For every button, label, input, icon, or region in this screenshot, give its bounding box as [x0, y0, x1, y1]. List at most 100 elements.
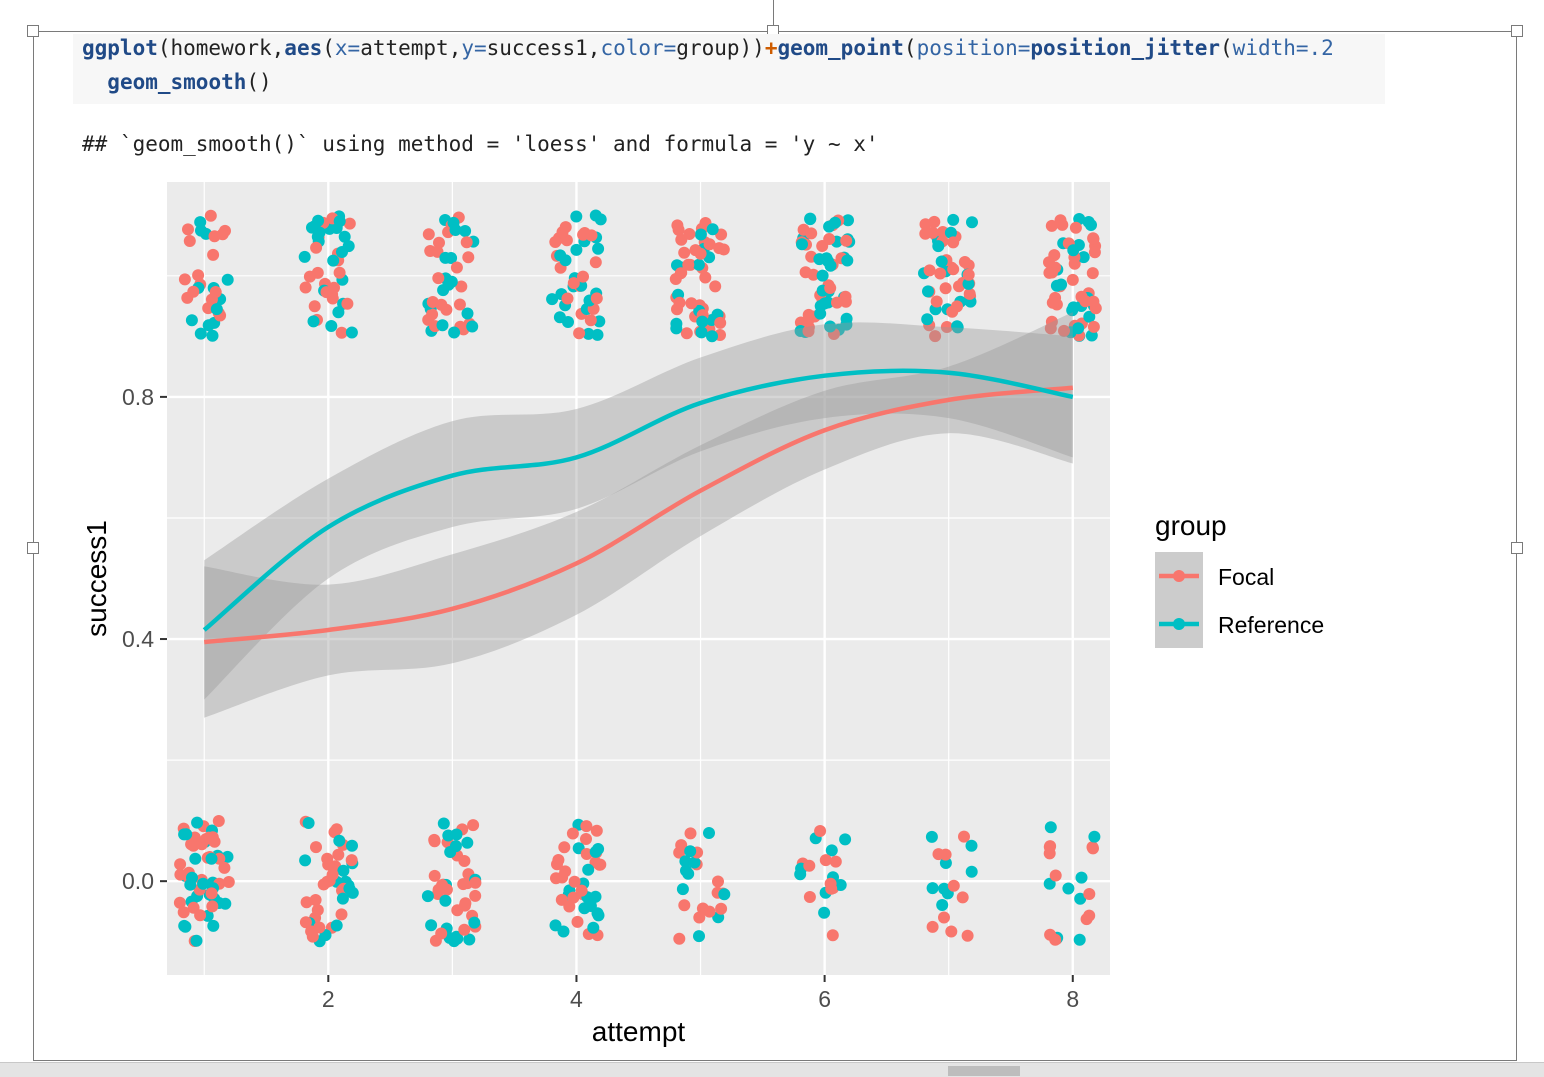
point-reference [553, 311, 566, 324]
point-reference [299, 854, 312, 867]
point-reference [684, 845, 697, 858]
point-reference [824, 320, 837, 333]
point-focal [923, 264, 936, 277]
point-focal [1087, 295, 1100, 308]
point-focal [930, 295, 943, 308]
point-reference [459, 225, 472, 237]
point-focal [693, 911, 706, 924]
code-token: position_jitter [1030, 36, 1221, 60]
point-focal [803, 891, 816, 903]
legend: group Focal Reference [1155, 510, 1324, 648]
code-token: .2 [1308, 36, 1334, 60]
point-focal [683, 228, 696, 240]
point-focal [958, 256, 971, 268]
point-focal [187, 285, 200, 298]
legend-label-focal: Focal [1218, 564, 1274, 590]
resize-handle-middle-left[interactable] [27, 542, 39, 554]
point-reference [951, 321, 964, 334]
point-focal [678, 899, 691, 912]
point-focal [321, 852, 334, 865]
point-reference [1044, 821, 1057, 834]
point-reference [346, 886, 359, 899]
point-focal [422, 313, 435, 326]
point-reference [592, 909, 605, 922]
point-reference [345, 326, 358, 339]
code-token: ( [322, 36, 335, 60]
point-focal [341, 297, 354, 310]
point-focal [1087, 320, 1100, 333]
point-reference [1067, 244, 1080, 257]
point-focal [310, 841, 322, 854]
point-focal [1049, 933, 1062, 946]
point-reference [823, 220, 836, 233]
point-focal [590, 292, 603, 305]
point-reference [692, 258, 705, 271]
x-axis-title: attempt [592, 1016, 686, 1047]
point-reference [693, 930, 705, 943]
point-reference [591, 328, 604, 341]
point-focal [814, 825, 827, 837]
frame-top-tick [773, 0, 774, 31]
point-focal [206, 900, 219, 913]
point-reference [694, 228, 707, 241]
point-focal [204, 209, 217, 222]
point-focal [549, 236, 562, 248]
point-reference [706, 223, 719, 236]
smooth-lines [202, 368, 1074, 645]
y-axis-title: success1 [81, 520, 112, 637]
point-focal [963, 287, 976, 300]
point-focal [300, 896, 313, 909]
point-reference [587, 921, 600, 934]
resize-handle-middle-right[interactable] [1511, 542, 1523, 554]
point-reference [330, 919, 343, 932]
point-focal [563, 900, 576, 913]
point-focal [961, 929, 974, 942]
point-focal [335, 326, 348, 339]
point-reference [932, 240, 945, 253]
point-focal [1058, 324, 1070, 337]
point-focal [940, 321, 953, 333]
point-focal [559, 865, 572, 878]
point-focal [428, 869, 441, 882]
code-token: ( [903, 36, 917, 60]
point-focal [450, 261, 463, 274]
point-reference [796, 238, 808, 251]
point-focal [714, 316, 727, 329]
point-focal [577, 228, 590, 241]
point-focal [343, 217, 356, 230]
resize-handle-top-right[interactable] [1511, 25, 1523, 37]
point-reference [178, 919, 191, 932]
point-reference [425, 919, 438, 932]
point-reference [939, 857, 952, 869]
point-focal [685, 297, 698, 310]
point-focal [703, 905, 716, 918]
point-focal [958, 830, 970, 843]
point-reference [307, 315, 320, 328]
smooth-line-reference [202, 368, 1074, 632]
point-reference [205, 852, 218, 865]
status-bar-button[interactable] [948, 1066, 1020, 1076]
point-focal [580, 820, 593, 833]
code-token: geom_point [777, 36, 904, 60]
point-focal [310, 241, 323, 254]
point-focal [699, 271, 712, 284]
code-token: geom_smooth [107, 70, 247, 94]
point-focal [1054, 214, 1067, 227]
point-focal [457, 878, 470, 891]
point-reference [449, 224, 462, 236]
point-focal [807, 268, 820, 281]
point-focal [323, 874, 336, 887]
point-focal [559, 221, 572, 234]
resize-handle-top-left[interactable] [27, 25, 39, 37]
point-focal [182, 223, 194, 236]
point-focal [1083, 909, 1096, 922]
point-reference [448, 326, 461, 339]
code-token: ggplot [82, 36, 158, 60]
point-focal [202, 831, 215, 844]
point-focal [671, 219, 684, 232]
point-focal [1083, 888, 1096, 900]
point-focal [1069, 221, 1082, 234]
point-reference [816, 269, 829, 282]
code-token: color= [600, 36, 677, 60]
